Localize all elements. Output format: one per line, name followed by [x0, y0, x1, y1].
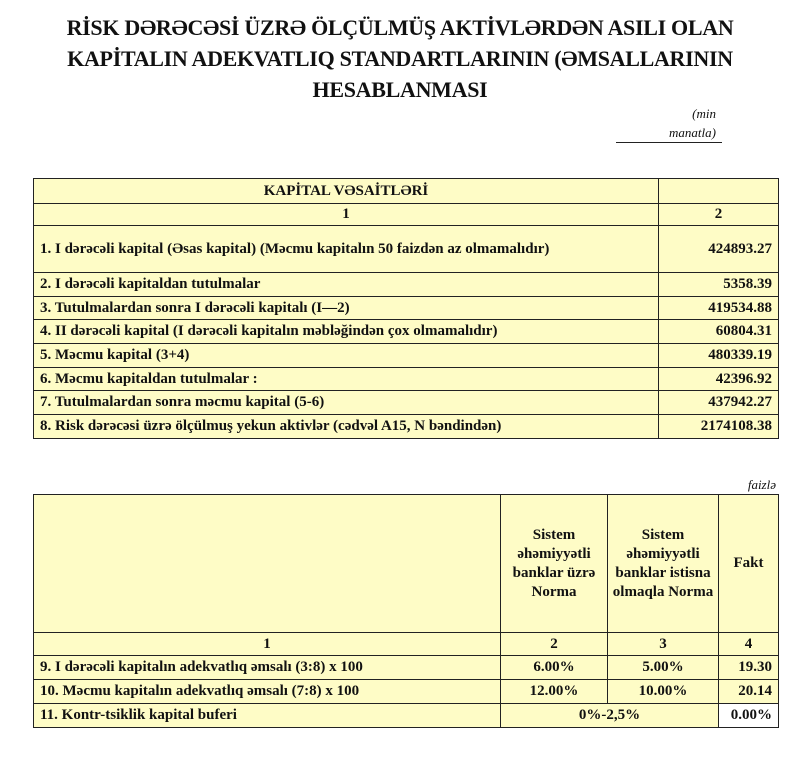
row-value: 437942.27: [658, 390, 779, 416]
table-row: 10. Məcmu kapitalın adekvatlıq əmsalı (7…: [33, 679, 779, 704]
header-norm-other: Sistem əhəmiyyətli banklar istisna olmaq…: [607, 494, 719, 633]
column-number-row: 1 2 3 4: [33, 632, 779, 656]
unit-note: (min manatla): [616, 104, 722, 143]
row-value: 5358.39: [658, 272, 779, 297]
row-value: 60804.31: [658, 319, 779, 345]
table-row: 9. I dərəcəli kapitalın adekvatlıq əmsal…: [33, 655, 779, 680]
fact-value: 20.14: [718, 679, 779, 704]
table-row: 6. Məcmu kapitaldan tutulmalar : 42396.9…: [33, 366, 779, 392]
row-value: 480339.19: [658, 343, 779, 368]
table-row: 7. Tutulmalardan sonra məcmu kapital (5-…: [33, 390, 779, 416]
col-number: 3: [607, 632, 719, 656]
header-fact: Fakt: [718, 494, 779, 633]
row-label: 1. I dərəcəli kapital (Əsas kapital) (Mə…: [33, 225, 659, 273]
col-number: 1: [33, 203, 659, 226]
row-label: 3. Tutulmalardan sonra I dərəcəli kapita…: [33, 295, 659, 321]
row-value: 42396.92: [658, 366, 779, 392]
row-value: 424893.27: [658, 225, 779, 273]
ratio-table: Sistem əhəmiyyətli banklar üzrə Norma Si…: [33, 494, 779, 728]
table-row: 3. Tutulmalardan sonra I dərəcəli kapita…: [33, 295, 779, 321]
capital-table: KAPİTAL VƏSAİTLƏRİ 1 2 1. I dərəcəli kap…: [33, 178, 779, 439]
column-number-row: 1 2: [33, 203, 779, 226]
col-number: 1: [33, 632, 501, 656]
table-row: 8. Risk dərəcəsi üzrə ölçülmuş yekun akt…: [33, 414, 779, 439]
unit-note-line-2: manatla): [669, 125, 716, 140]
row-value: 2174108.38: [658, 414, 779, 439]
title-line-3: HESABLANMASI: [312, 77, 488, 102]
col-number: 2: [658, 203, 779, 226]
row-label: 4. II dərəcəli kapital (I dərəcəli kapit…: [33, 319, 659, 345]
norm-systemic-value: 6.00%: [500, 655, 608, 680]
fact-value: 19.30: [718, 655, 779, 680]
empty-header-cell: [33, 494, 501, 633]
page-title: RİSK DƏRƏCƏSİ ÜZRƏ ÖLÇÜLMÜŞ AKTİVLƏRDƏN …: [0, 12, 800, 105]
title-line-1: RİSK DƏRƏCƏSİ ÜZRƏ ÖLÇÜLMÜŞ AKTİVLƏRDƏN …: [66, 15, 734, 40]
row-label: 6. Məcmu kapitaldan tutulmalar :: [33, 366, 659, 392]
row-value: 419534.88: [658, 295, 779, 321]
row-label: 8. Risk dərəcəsi üzrə ölçülmuş yekun akt…: [33, 414, 659, 439]
norm-other-value: 10.00%: [607, 679, 719, 704]
row-label: 5. Məcmu kapital (3+4): [33, 343, 659, 368]
col-number: 2: [500, 632, 608, 656]
fact-value: 0.00%: [718, 703, 779, 728]
table-row: 1. I dərəcəli kapital (Əsas kapital) (Mə…: [33, 225, 779, 273]
table-header-row: Sistem əhəmiyyətli banklar üzrə Norma Si…: [33, 494, 779, 633]
norm-systemic-value: 12.00%: [500, 679, 608, 704]
table-row: 5. Məcmu kapital (3+4) 480339.19: [33, 343, 779, 368]
table-header-row: KAPİTAL VƏSAİTLƏRİ: [33, 178, 779, 204]
buffer-norm-value: 0%-2,5%: [500, 703, 719, 728]
header-norm-systemic: Sistem əhəmiyyətli banklar üzrə Norma: [500, 494, 608, 633]
unit-note-line-1: (min: [692, 106, 716, 121]
capital-header: KAPİTAL VƏSAİTLƏRİ: [33, 178, 659, 204]
percent-note: faizlə: [747, 477, 776, 492]
row-label: 9. I dərəcəli kapitalın adekvatlıq əmsal…: [33, 655, 501, 680]
row-label: 10. Məcmu kapitalın adekvatlıq əmsalı (7…: [33, 679, 501, 704]
table-row: 11. Kontr-tsiklik kapital buferi 0%-2,5%…: [33, 703, 779, 728]
row-label: 2. I dərəcəli kapitaldan tutulmalar: [33, 272, 659, 297]
col-number: 4: [718, 632, 779, 656]
table-row: 4. II dərəcəli kapital (I dərəcəli kapit…: [33, 319, 779, 345]
empty-header-cell: [658, 178, 779, 204]
row-label: 7. Tutulmalardan sonra məcmu kapital (5-…: [33, 390, 659, 416]
title-line-2: KAPİTALIN ADEKVATLIQ STANDARTLARININ (ƏM…: [67, 46, 733, 71]
norm-other-value: 5.00%: [607, 655, 719, 680]
table-row: 2. I dərəcəli kapitaldan tutulmalar 5358…: [33, 272, 779, 297]
row-label: 11. Kontr-tsiklik kapital buferi: [33, 703, 501, 728]
